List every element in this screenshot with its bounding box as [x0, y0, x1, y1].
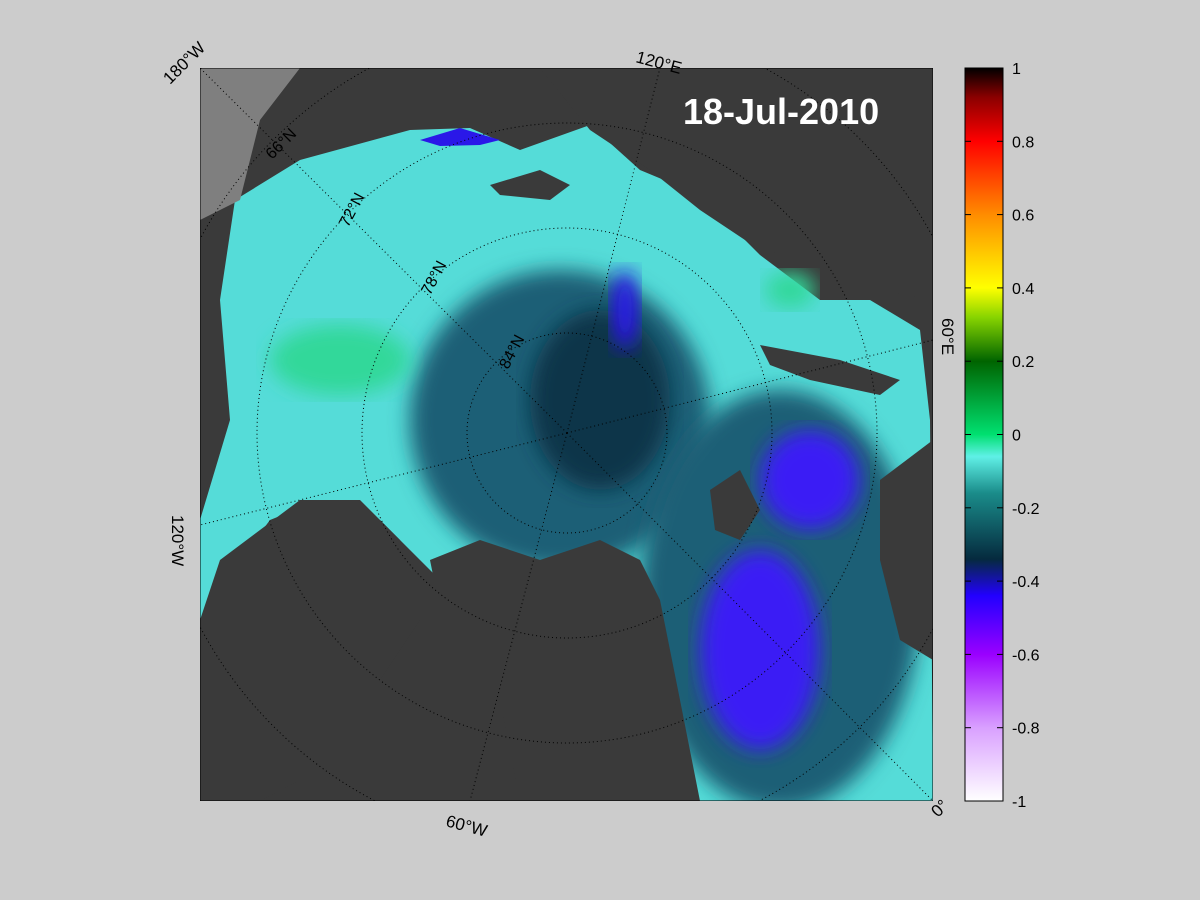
ice-region-blue-edge: [420, 128, 500, 146]
graticule: [200, 68, 933, 801]
colorbar-tick-label: 0.6: [1012, 208, 1034, 225]
lon-label-60w: 60°W: [444, 812, 489, 841]
map-panel: 66°N 72°N 78°N 84°N: [200, 68, 933, 801]
ice-region-blue-south: [700, 550, 820, 750]
colorbar-tick-label: -0.8: [1012, 721, 1040, 738]
colorbar-tick-label: 0.4: [1012, 281, 1034, 298]
latitude-circle-72: [256, 122, 878, 744]
colorbar-ticks: 1 0.8 0.6 0.4 0.2 0 -0.2 -0.4 -0.6 -0.8 -1: [965, 61, 1040, 811]
island-north: [490, 170, 570, 200]
date-label: 18-Jul-2010: [683, 91, 879, 132]
latitude-circle-84: [466, 332, 668, 534]
colorbar-tick-label: 0: [1012, 428, 1021, 445]
colorbar-tick-label: -1: [1012, 794, 1026, 811]
meridian-0: [566, 432, 933, 801]
lon-label-120w: 120°W: [168, 515, 187, 566]
colorbar-tick-label: 1: [1012, 61, 1021, 78]
sea-ice-field: [200, 125, 933, 801]
colorbar-gradient: [964, 67, 1004, 802]
land-masses: [200, 68, 933, 801]
scandinavia: [880, 440, 933, 660]
lon-label-60e: 60°E: [938, 318, 957, 355]
siberia: [540, 68, 933, 300]
ice-region-blue-north: [760, 430, 860, 530]
ice-region-green-east: [765, 272, 815, 308]
colorbar-tick-label: -0.6: [1012, 647, 1040, 664]
ice-region-core: [530, 310, 670, 490]
meridian-120e: [566, 68, 661, 434]
ice-region-green: [270, 325, 410, 395]
colorbar: 1 0.8 0.6 0.4 0.2 0 -0.2 -0.4 -0.6 -0.8 -1: [964, 61, 1040, 811]
meridian-60e: [566, 339, 933, 434]
canadian-archipelago: [200, 500, 420, 801]
colorbar-tick-label: -0.4: [1012, 574, 1040, 591]
ice-region-blue-spot: [611, 270, 639, 350]
colorbar-tick-label: 0.2: [1012, 354, 1034, 371]
novaya-zemlya: [760, 345, 900, 395]
svalbard: [710, 470, 760, 540]
outside-domain-corner: [200, 68, 300, 220]
colorbar-tick-label: -0.2: [1012, 501, 1040, 518]
latitude-circle-78: [361, 227, 773, 639]
colorbar-tick-label: 0.8: [1012, 134, 1034, 151]
